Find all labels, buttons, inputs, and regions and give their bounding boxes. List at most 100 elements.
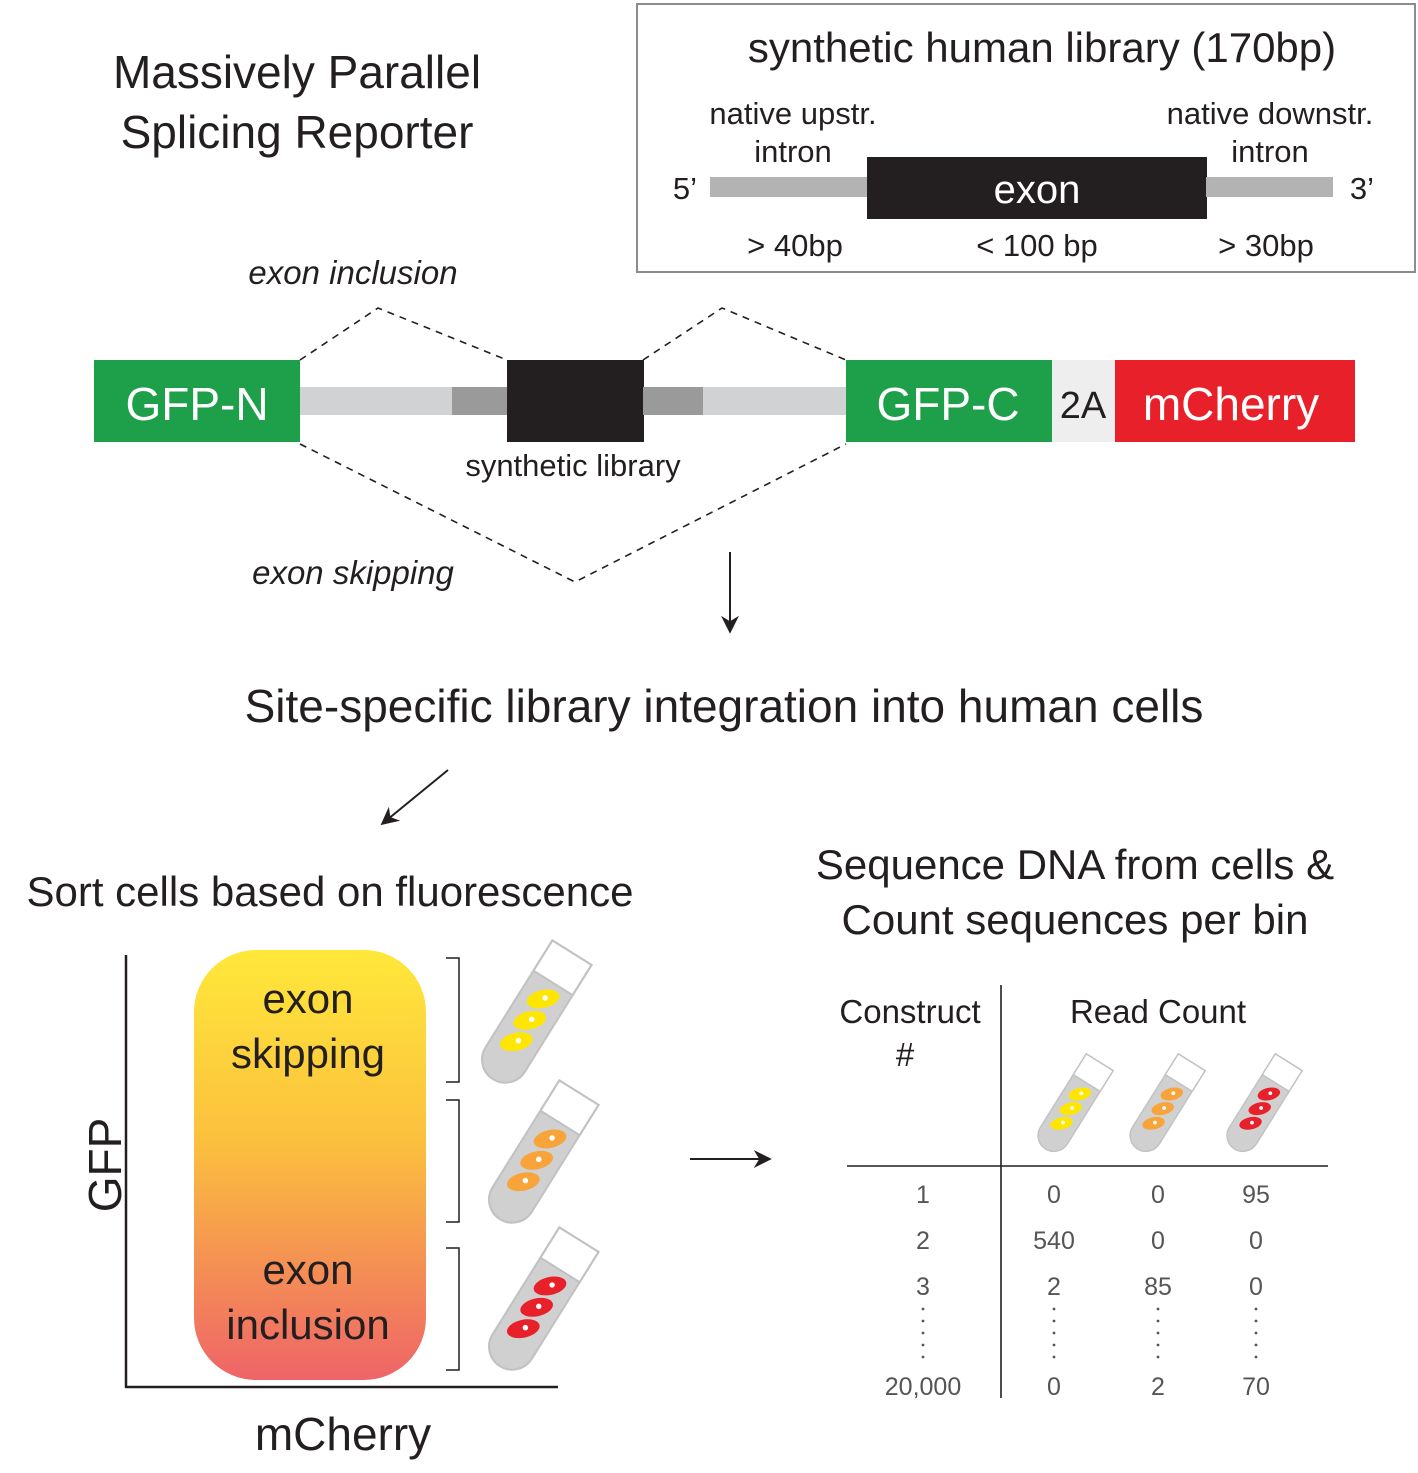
gfp-c-block	[846, 360, 1052, 442]
table-row: 2 540 0 0	[916, 1227, 1263, 1255]
table-row: 3 2 85 0	[916, 1273, 1263, 1301]
inclusion-junction-left	[299, 307, 508, 361]
read-count-cell: 70	[1242, 1373, 1270, 1401]
ellipsis-dot	[1052, 1343, 1056, 1347]
library-exon-block	[507, 360, 644, 442]
x-axis-label: mCherry	[255, 1408, 431, 1460]
gate-bottom-label-1: exon	[262, 1246, 353, 1293]
gate-top-label-1: exon	[262, 975, 353, 1022]
table-ellipsis-dots	[921, 1307, 1258, 1359]
sequence-title-2: Count sequences per bin	[842, 896, 1309, 943]
tube-cap-area	[1261, 1052, 1304, 1093]
exon-label: exon	[994, 168, 1081, 212]
construct-header: Construct	[839, 993, 980, 1030]
library-box-frame	[636, 3, 1416, 273]
read-count-cell: 0	[1047, 1373, 1061, 1401]
inclusion-junction-right	[642, 307, 847, 361]
cell-icon	[1160, 1087, 1184, 1101]
sort-section: Sort cells based on fluorescence GFP mCh…	[26, 868, 633, 1460]
gate-bottom-label-2: inclusion	[226, 1301, 389, 1348]
cell-icon	[506, 1172, 540, 1192]
ellipsis-dot	[1052, 1355, 1056, 1359]
reporter-construct: exon inclusion exon skipping GFP-N synth…	[94, 254, 1355, 591]
t2a-block	[1052, 360, 1116, 442]
sort-title: Sort cells based on fluorescence	[26, 868, 633, 915]
intron-right-outer	[703, 387, 847, 415]
sort-gate	[194, 950, 426, 1380]
ellipsis-dot	[1052, 1319, 1056, 1323]
ellipsis-dot	[921, 1355, 925, 1359]
upstream-intron-label-1: native upstr.	[709, 96, 876, 131]
library-box: synthetic human library (170bp) native u…	[636, 3, 1416, 273]
tube-cap-area	[1164, 1052, 1207, 1093]
read-count-cell: 0	[1249, 1273, 1263, 1301]
y-axis-label: GFP	[79, 1118, 131, 1213]
read-count-table: 1 0 0 95 2 540 0 0 3 2 85 0 20,000 0 2 70	[885, 1181, 1270, 1401]
construct-number-cell: 20,000	[885, 1373, 961, 1401]
ellipsis-dot	[1156, 1355, 1160, 1359]
read-count-cell: 0	[1249, 1227, 1263, 1255]
sequence-title-1: Sequence DNA from cells &	[816, 841, 1334, 888]
cell-icon	[1068, 1087, 1092, 1101]
downstream-size-label: > 30bp	[1218, 228, 1314, 263]
gate-top-label-2: skipping	[231, 1030, 385, 1077]
cell-icon	[533, 1276, 567, 1296]
construct-number-cell: 1	[916, 1181, 930, 1209]
title-line-1: Massively Parallel	[113, 46, 481, 98]
count-tube-yellow	[1037, 1052, 1115, 1153]
library-box-title: synthetic human library (170bp)	[748, 24, 1336, 71]
t2a-label: 2A	[1060, 385, 1107, 427]
downstream-intron-label-2: intron	[1231, 134, 1309, 169]
read-count-cell: 0	[1151, 1181, 1165, 1209]
cell-icon	[520, 1150, 554, 1170]
intron-left-outer	[300, 387, 453, 415]
splice-lines	[299, 307, 847, 583]
bin-bracket-2	[446, 1099, 460, 1223]
upstream-intron-label-2: intron	[754, 134, 832, 169]
sequence-section: Sequence DNA from cells & Count sequence…	[816, 841, 1334, 1401]
cell-icon	[1248, 1102, 1271, 1116]
sort-tubes	[481, 938, 600, 1371]
ellipsis-dot	[1254, 1307, 1258, 1311]
gfp-c-label: GFP-C	[876, 378, 1019, 430]
construct-number-cell: 2	[916, 1227, 930, 1255]
cell-icon	[526, 989, 560, 1009]
ellipsis-dot	[1254, 1331, 1258, 1335]
gfp-n-label: GFP-N	[125, 378, 268, 430]
three-prime-label: 3’	[1350, 171, 1374, 206]
cell-icon	[1257, 1087, 1281, 1101]
bin-bracket-3	[446, 1247, 460, 1371]
cell-icon	[499, 1032, 533, 1052]
tube-cap-area	[531, 938, 593, 997]
intron-left-inner	[452, 387, 508, 415]
integration-step-label: Site-specific library integration into h…	[245, 680, 1204, 732]
mcherry-block	[1115, 360, 1355, 442]
read-count-cell: 0	[1151, 1227, 1165, 1255]
count-tube-red	[1226, 1052, 1304, 1153]
exon-bar	[867, 157, 1207, 219]
read-count-cell: 540	[1033, 1227, 1075, 1255]
mcherry-label: mCherry	[1143, 378, 1319, 430]
ellipsis-dot	[921, 1343, 925, 1347]
cell-icon	[1059, 1102, 1082, 1116]
ellipsis-dot	[1156, 1319, 1160, 1323]
bin-bracket-1	[446, 957, 460, 1083]
upstream-intron-bar	[710, 177, 868, 197]
exon-skipping-label: exon skipping	[252, 554, 454, 591]
sort-tube-red	[488, 1225, 600, 1371]
tube-cap-area	[538, 1225, 600, 1284]
tube-cap-area	[538, 1078, 600, 1137]
gfp-n-block	[94, 360, 300, 442]
count-tube-orange	[1129, 1052, 1207, 1153]
cell-icon	[1151, 1102, 1174, 1116]
title-line-2: Splicing Reporter	[121, 106, 474, 158]
tube-cap-area	[1072, 1052, 1115, 1093]
cell-icon	[1050, 1116, 1073, 1130]
cell-icon	[520, 1297, 554, 1317]
upstream-size-label: > 40bp	[747, 228, 843, 263]
intron-right-inner	[643, 387, 703, 415]
read-count-cell: 2	[1047, 1273, 1061, 1301]
cell-icon	[533, 1129, 567, 1149]
cell-icon	[1142, 1116, 1165, 1130]
exon-size-label: < 100 bp	[976, 228, 1098, 263]
